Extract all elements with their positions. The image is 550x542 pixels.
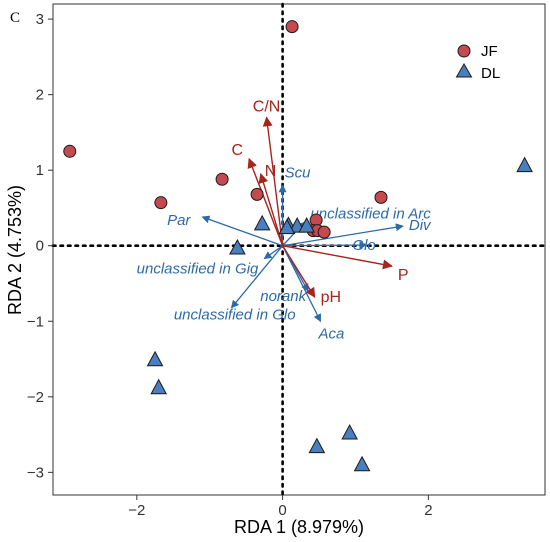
x-tick-label: −2 (128, 502, 145, 519)
dl-sample-point (278, 218, 296, 235)
taxa-vector-arrow (230, 245, 284, 309)
y-tick-label: 2 (36, 87, 44, 104)
jf-sample-point (374, 190, 388, 204)
taxa-vector-label: norank (260, 288, 307, 305)
taxa-vector-label: unclassified in Glo (174, 307, 296, 324)
dl-sample-point (253, 214, 271, 231)
legend-dl-label: DL (481, 65, 500, 82)
jf-sample-point (285, 20, 299, 34)
y-tick-label: 1 (36, 162, 44, 179)
taxa-vector-label: Scu (285, 164, 312, 181)
x-tick-label: 2 (424, 502, 432, 519)
taxa-vector-arrow (282, 245, 322, 323)
dl-sample-point (298, 217, 315, 233)
y-tick-label: 0 (36, 238, 44, 255)
legend-dl-triangle (455, 62, 473, 78)
environmental-vector-arrow (262, 116, 284, 246)
y-tick-label: −3 (27, 464, 44, 481)
environmental-vector-arrow (282, 245, 393, 270)
jf-sample-point (154, 196, 168, 210)
dl-sample-point (353, 455, 371, 472)
environmental-vector-label: P (398, 267, 409, 284)
x-tick-label: 0 (278, 502, 286, 519)
dl-sample-point (150, 378, 168, 395)
plot-panel (52, 3, 546, 496)
taxa-vector-label: Aca (318, 325, 345, 342)
taxa-vector-label: unclassified in Gig (137, 261, 259, 278)
y-tick-label: −2 (27, 389, 44, 406)
x-axis-title: RDA 1 (8.979%) (234, 517, 364, 537)
dl-sample-point (308, 437, 326, 454)
environmental-vector-label: C/N (253, 98, 281, 115)
environmental-vector-arrow (282, 245, 316, 298)
legend: JF DL (455, 43, 500, 82)
legend-jf-label: JF (481, 43, 498, 60)
y-tick-label: −1 (27, 313, 44, 330)
environmental-vector-arrow (247, 157, 284, 246)
taxa-vector-arrow (282, 241, 368, 250)
jf-sample-point (317, 225, 331, 239)
panel-label: C (10, 10, 20, 26)
taxa-vector-label: unclassified in Arc (310, 205, 431, 222)
environmental-vector-label: C (232, 142, 244, 159)
environmental-vector-label: N (265, 163, 277, 180)
dl-sample-point (229, 238, 246, 255)
taxa-vector-label: Div (409, 217, 432, 234)
jf-sample-point (63, 144, 77, 158)
dl-sample-point (146, 350, 164, 367)
taxa-vector-arrow (282, 223, 404, 247)
jf-sample-point (250, 187, 264, 201)
taxa-vector-arrow (263, 245, 283, 260)
environmental-vector-label: pH (321, 289, 341, 306)
taxa-vector-arrow (201, 215, 283, 247)
jf-sample-point (215, 172, 229, 186)
taxa-vector-label: Par (167, 212, 191, 229)
legend-jf-circle (457, 44, 471, 58)
taxa-vector-label: Glo (352, 237, 375, 254)
dl-sample-point (341, 423, 358, 440)
dl-sample-point (516, 156, 533, 173)
jf-sample-point (309, 213, 323, 227)
y-axis-title: RDA 2 (4.753%) (5, 185, 25, 315)
y-tick-label: 3 (36, 11, 44, 28)
